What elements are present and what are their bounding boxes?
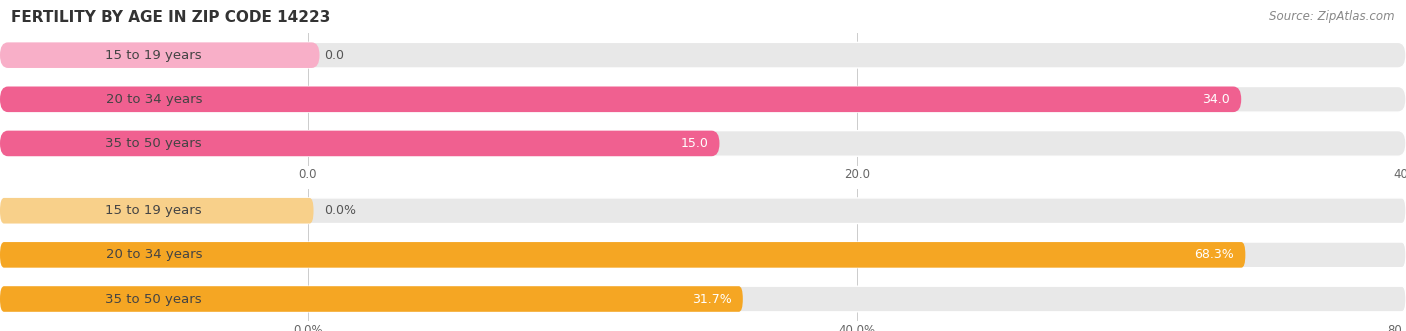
Text: 35 to 50 years: 35 to 50 years [105, 137, 202, 150]
FancyBboxPatch shape [0, 131, 1406, 156]
FancyBboxPatch shape [0, 242, 1246, 268]
FancyBboxPatch shape [0, 86, 1406, 112]
FancyBboxPatch shape [0, 198, 314, 223]
FancyBboxPatch shape [0, 242, 1406, 268]
Text: 15 to 19 years: 15 to 19 years [105, 204, 202, 217]
Text: 0.0: 0.0 [323, 49, 344, 62]
FancyBboxPatch shape [0, 286, 1406, 312]
FancyBboxPatch shape [0, 86, 1241, 112]
FancyBboxPatch shape [0, 198, 1406, 223]
FancyBboxPatch shape [0, 42, 1406, 68]
FancyBboxPatch shape [0, 286, 742, 312]
Text: 20 to 34 years: 20 to 34 years [105, 93, 202, 106]
FancyBboxPatch shape [0, 42, 319, 68]
Text: 0.0%: 0.0% [323, 204, 356, 217]
Text: 20 to 34 years: 20 to 34 years [105, 248, 202, 261]
Text: 31.7%: 31.7% [692, 293, 733, 306]
Text: 15.0: 15.0 [681, 137, 709, 150]
FancyBboxPatch shape [0, 131, 720, 156]
Text: Source: ZipAtlas.com: Source: ZipAtlas.com [1270, 10, 1395, 23]
Text: FERTILITY BY AGE IN ZIP CODE 14223: FERTILITY BY AGE IN ZIP CODE 14223 [11, 10, 330, 25]
Text: 68.3%: 68.3% [1195, 248, 1234, 261]
Text: 15 to 19 years: 15 to 19 years [105, 49, 202, 62]
Text: 35 to 50 years: 35 to 50 years [105, 293, 202, 306]
Text: 34.0: 34.0 [1202, 93, 1230, 106]
